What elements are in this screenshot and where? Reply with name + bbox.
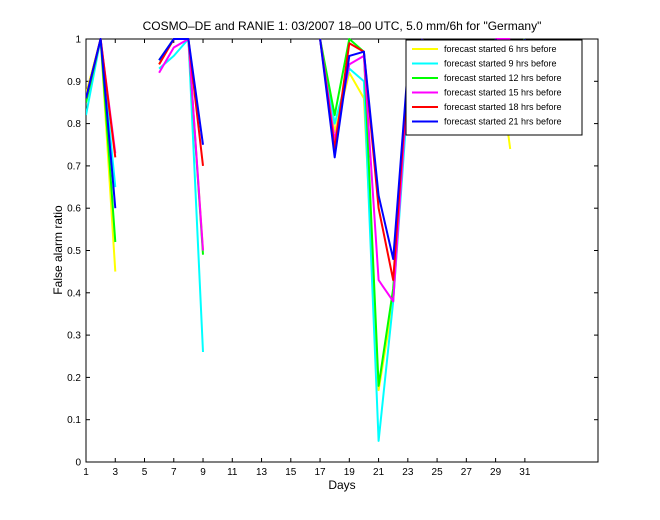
y-tick-label-0: 0 — [75, 458, 81, 469]
y-axis-label: False alarm ratio — [51, 205, 65, 295]
y-tick-label-0.6: 0.6 — [67, 204, 81, 215]
x-tick-label-5: 5 — [142, 467, 148, 478]
x-tick-label-9: 9 — [200, 467, 206, 478]
axis-ticks: 1 3 5 7 9 11 13 15 17 19 21 23 25 27 29 3100.10.20.30.4… — [67, 35, 598, 478]
y-tick-label-0.8: 0.8 — [67, 119, 81, 130]
legend-label-4: forecast started 15 hrs before — [444, 88, 562, 98]
x-tick-label-21: 21 — [373, 467, 385, 478]
legend-label-1: forecast started 6 hrs before — [444, 44, 557, 54]
x-tick-label-31: 31 — [519, 467, 531, 478]
legend-label-3: forecast started 12 hrs before — [444, 73, 562, 83]
y-tick-label-0.2: 0.2 — [67, 373, 81, 384]
x-tick-label-1: 1 — [83, 467, 89, 478]
x-tick-label-17: 17 — [314, 467, 326, 478]
chart-title: COSMO–DE and RANIE 1: 03/2007 18–00 UTC,… — [143, 19, 542, 33]
legend-label-2: forecast started 9 hrs before — [444, 59, 557, 69]
x-tick-label-23: 23 — [402, 467, 414, 478]
series-lines — [86, 38, 526, 442]
series-line-6 — [86, 38, 526, 260]
x-tick-label-19: 19 — [344, 467, 356, 478]
legend: forecast started 6 hrs before forecast st… — [405, 39, 583, 136]
x-tick-label-7: 7 — [171, 467, 177, 478]
legend-label-5: forecast started 18 hrs before — [444, 102, 562, 112]
legend-label-6: forecast started 21 hrs before — [444, 117, 562, 127]
x-tick-label-29: 29 — [490, 467, 502, 478]
y-tick-label-0.1: 0.1 — [67, 415, 81, 426]
y-tick-label-0.7: 0.7 — [67, 161, 81, 172]
x-tick-label-25: 25 — [432, 467, 444, 478]
x-tick-label-3: 3 — [112, 467, 118, 478]
y-tick-label-0.4: 0.4 — [67, 288, 81, 299]
y-tick-label-0.3: 0.3 — [67, 331, 81, 342]
legend-box — [405, 39, 583, 136]
x-tick-label-27: 27 — [461, 467, 473, 478]
y-tick-label-0.9: 0.9 — [67, 77, 81, 88]
y-tick-label-1: 1 — [75, 35, 81, 46]
x-tick-label-13: 13 — [256, 467, 268, 478]
x-tick-label-15: 15 — [285, 467, 297, 478]
y-tick-label-0.5: 0.5 — [67, 246, 81, 257]
x-axis-label: Days — [328, 478, 355, 492]
x-tick-label-11: 11 — [227, 467, 238, 478]
